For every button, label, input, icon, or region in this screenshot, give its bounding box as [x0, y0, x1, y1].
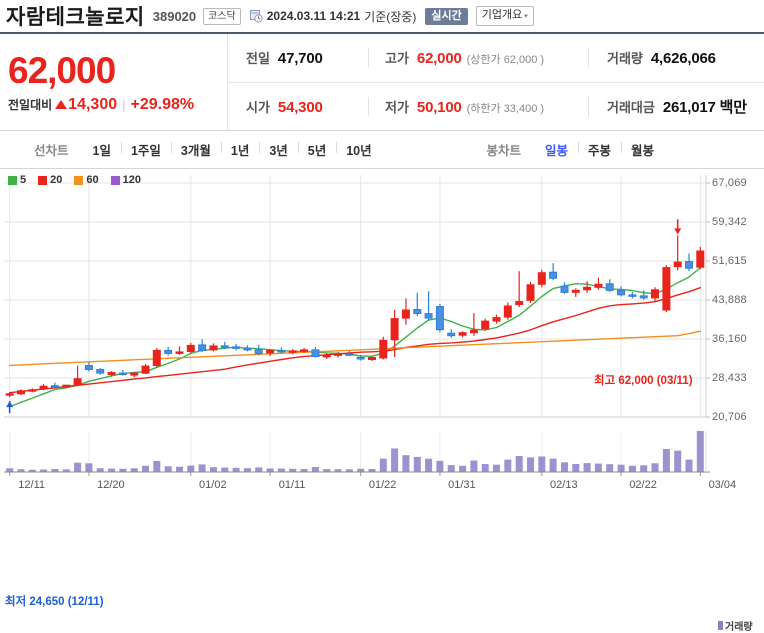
stat-prev-close: 전일 47,700: [228, 48, 368, 67]
x-axis-tick: 01/22: [368, 479, 397, 491]
tab-candle-monthly[interactable]: 월봉: [620, 140, 664, 159]
stat-high: 고가 62,000 (상한가 62,000 ): [368, 48, 588, 68]
tab-period-3m[interactable]: 3개월: [170, 140, 221, 159]
stat-label: 거래대금: [607, 99, 655, 115]
x-axis-tick: 12/11: [18, 479, 46, 491]
current-price-box: 62,000 전일대비 14,300 | +29.98%: [0, 34, 228, 130]
line-chart-tabs: 선차트 1일 1주일 3개월 1년 3년 5년 10년: [0, 140, 382, 159]
y-axis-tick: 36,160: [712, 333, 747, 345]
y-axis-tick: 28,433: [712, 372, 747, 384]
stat-trade-amount: 거래대금 261,017 백만: [588, 95, 764, 117]
stat-sub: (하한가 33,400 ): [466, 102, 545, 115]
ma-legend: 5 20 60 120: [8, 174, 153, 186]
stats-grid: 전일 47,700 고가 62,000 (상한가 62,000 ) 거래량 4,…: [228, 34, 764, 130]
legend-swatch: [74, 175, 84, 185]
tab-period-1y[interactable]: 1년: [220, 140, 259, 159]
tab-period-10y[interactable]: 10년: [336, 140, 381, 159]
high-annotation: 최고 62,000 (03/11): [594, 375, 693, 387]
stat-value: 261,017 백만: [662, 98, 747, 116]
realtime-badge: 실시간: [425, 7, 468, 25]
legend-label: 20: [50, 174, 63, 186]
tab-candle-daily[interactable]: 일봉: [544, 144, 568, 158]
stock-code: 389020: [152, 8, 197, 24]
y-axis-tick: 20,706: [712, 411, 747, 423]
x-axis-tick: 01/02: [199, 479, 227, 491]
stock-name: 자람테크놀로지: [6, 6, 145, 29]
chart-tabbar: 선차트 1일 1주일 3개월 1년 3년 5년 10년 봉차트 일봉 주봉 월봉: [0, 131, 764, 169]
candle-chart-label: 봉차트: [486, 144, 521, 158]
legend-item-ma60: 60: [74, 174, 99, 186]
tab-period-3y[interactable]: 3년: [259, 140, 297, 159]
candle-chart-tabs: 봉차트 일봉 주봉 월봉: [486, 140, 764, 159]
stat-value: 50,100: [416, 98, 462, 116]
low-annotation: 최저 24,650 (12/11): [5, 596, 104, 608]
stat-value: 4,626,066: [650, 50, 716, 68]
up-triangle-icon: [55, 100, 68, 109]
volume-legend-label: 거래량: [725, 622, 753, 633]
stat-value: 62,000: [416, 50, 462, 68]
x-axis-tick: 02/22: [629, 479, 657, 491]
x-axis-tick: 01/11: [278, 479, 306, 491]
legend-label: 5: [20, 174, 27, 186]
x-axis-tick: 02/13: [550, 479, 578, 491]
y-axis-tick: 59,342: [712, 215, 747, 228]
y-axis-tick: 43,888: [712, 293, 747, 306]
current-price: 62,000: [8, 49, 116, 91]
stat-label: 저가: [385, 99, 409, 115]
legend-swatch: [110, 175, 120, 185]
change-value: 14,300: [68, 95, 118, 113]
stat-label: 시가: [246, 99, 270, 115]
legend-label: 60: [86, 174, 99, 186]
stat-value: 47,700: [277, 50, 323, 68]
x-axis-tick: 12/20: [97, 479, 125, 491]
stats-row-2: 시가 54,300 저가 50,100 (하한가 33,400 ) 거래대금 2…: [228, 83, 764, 131]
legend-swatch: [718, 621, 723, 630]
legend-label: 120: [122, 174, 141, 186]
price-summary: 62,000 전일대비 14,300 | +29.98% 전일 47,700 고…: [0, 34, 764, 131]
tab-period-5y[interactable]: 5년: [297, 140, 336, 159]
clock-icon: [249, 9, 263, 23]
y-axis-tick: 51,615: [712, 254, 747, 267]
stock-chart[interactable]: 5 20 60 120 최고 62,000 (03/11) 최저 24,650 …: [0, 169, 764, 633]
chevron-down-icon: ▾: [524, 13, 528, 20]
chart-canvas: [4, 175, 710, 476]
tab-period-1d[interactable]: 1일: [92, 144, 111, 158]
stat-volume: 거래량 4,626,066: [588, 48, 764, 68]
change-separator: |: [122, 97, 126, 112]
company-overview-button[interactable]: 기업개요 ▾: [475, 6, 534, 26]
timestamp-basis: 기준(장중): [364, 9, 417, 24]
line-chart-label: 선차트: [34, 144, 69, 158]
price-change-row: 전일대비 14,300 | +29.98%: [8, 96, 227, 114]
legend-item-ma20: 20: [38, 174, 62, 186]
legend-swatch: [38, 175, 48, 185]
stat-value: 54,300: [277, 98, 323, 116]
timestamp: 2024.03.11 14:21: [266, 9, 361, 23]
y-axis-tick: 67,069: [712, 177, 747, 189]
stat-label: 거래량: [607, 51, 643, 67]
volume-legend: 거래량: [718, 618, 753, 633]
legend-swatch: [8, 175, 17, 185]
stat-sub: (상한가 62,000 ): [466, 54, 545, 67]
legend-item-ma5: 5: [8, 174, 26, 186]
legend-item-ma120: 120: [110, 174, 141, 186]
page-header: 자람테크놀로지 389020 코스닥 2024.03.11 14:21 기준(장…: [0, 0, 764, 34]
stats-row-1: 전일 47,700 고가 62,000 (상한가 62,000 ) 거래량 4,…: [228, 34, 764, 83]
company-overview-label: 기업개요: [481, 9, 523, 21]
x-axis-tick: 01/31: [448, 479, 476, 491]
stat-open: 시가 54,300: [228, 97, 368, 116]
stat-label: 전일: [246, 51, 270, 67]
stat-low: 저가 50,100 (하한가 33,400 ): [368, 96, 588, 116]
change-label: 전일대비: [8, 98, 53, 112]
market-badge: 코스닥: [203, 7, 241, 25]
tab-candle-weekly[interactable]: 주봉: [577, 140, 621, 159]
change-percent: +29.98%: [130, 95, 195, 113]
stat-label: 고가: [385, 51, 409, 67]
x-axis-tick: 03/04: [708, 479, 737, 491]
tab-period-1w[interactable]: 1주일: [120, 140, 171, 159]
